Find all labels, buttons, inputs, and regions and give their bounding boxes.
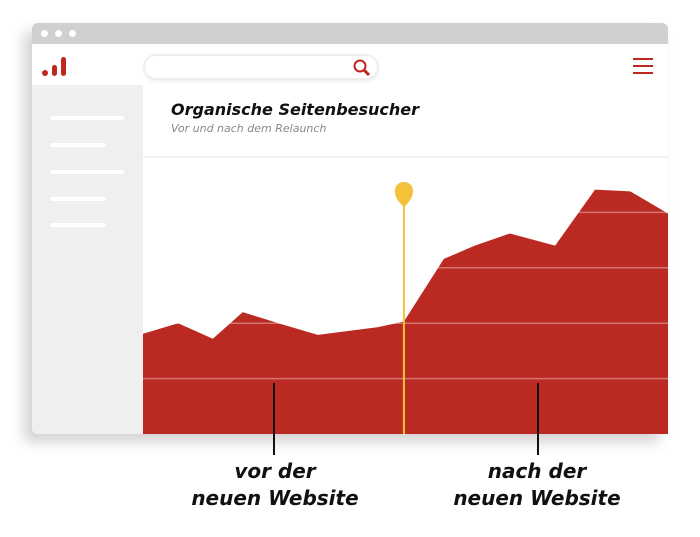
title-bar — [32, 23, 668, 44]
search-icon[interactable] — [353, 59, 371, 77]
sidebar-item[interactable] — [50, 170, 124, 174]
sidebar-item[interactable] — [50, 223, 106, 227]
label-after-text: nach der neuen Website — [453, 459, 621, 510]
window-dot — [55, 30, 62, 37]
window-dot — [41, 30, 48, 37]
sidebar-item[interactable] — [50, 116, 124, 120]
sidebar-item[interactable] — [50, 197, 106, 201]
area-series — [143, 189, 668, 434]
bar-chart-logo-icon — [42, 57, 66, 76]
chart-title: Organische Seitenbesucher — [171, 100, 420, 119]
chart-subtitle: Vor und nach dem Relaunch — [171, 122, 327, 135]
search-input[interactable] — [143, 54, 379, 80]
sidebar-item[interactable] — [50, 143, 106, 147]
relaunch-marker-pin-icon — [394, 182, 413, 207]
window-dot — [69, 30, 76, 37]
label-before-text: vor der neuen Website — [191, 459, 359, 510]
hamburger-menu-icon[interactable] — [633, 58, 653, 76]
label-before-relaunch: vor der neuen Website — [175, 458, 375, 512]
label-after-relaunch: nach der neuen Website — [437, 458, 637, 512]
sidebar — [32, 85, 143, 434]
